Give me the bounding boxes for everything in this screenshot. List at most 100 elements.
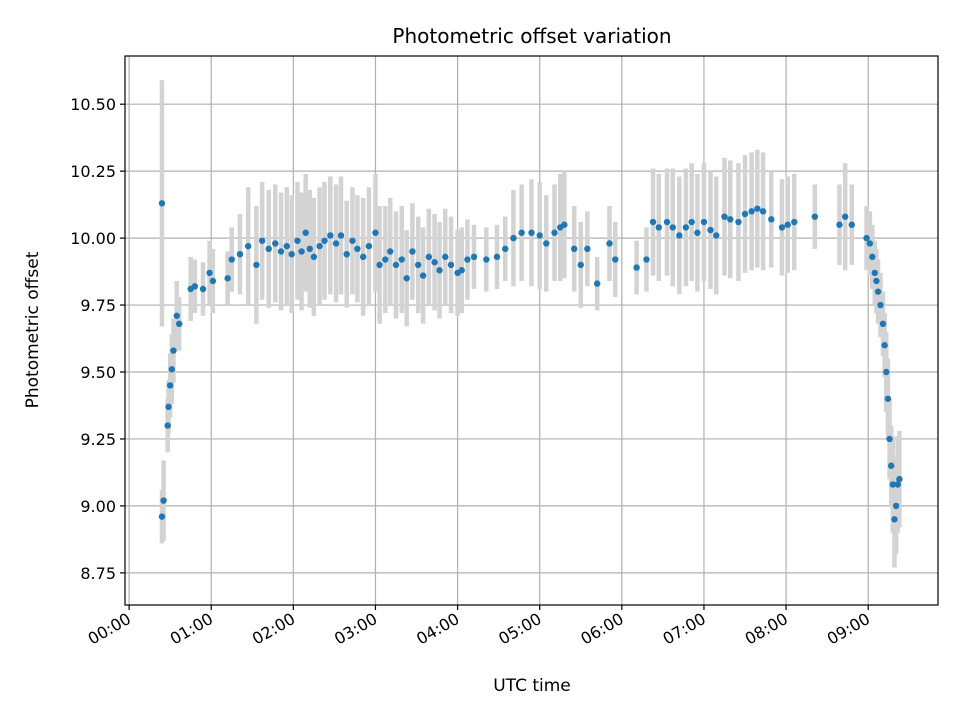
- data-point: [869, 253, 876, 261]
- data-point: [883, 368, 890, 376]
- data-point: [682, 224, 690, 231]
- data-point: [877, 301, 884, 309]
- data-point: [244, 242, 252, 250]
- data-point: [258, 237, 266, 244]
- data-point: [442, 253, 449, 261]
- data-point: [727, 216, 734, 223]
- data-point: [721, 213, 728, 220]
- data-point: [894, 481, 901, 488]
- data-point: [655, 224, 662, 231]
- data-point: [584, 245, 591, 253]
- data-point: [365, 242, 373, 250]
- data-point: [409, 248, 416, 255]
- data-point: [316, 242, 323, 250]
- data-point: [470, 253, 478, 261]
- data-point: [209, 277, 217, 285]
- data-point: [871, 269, 878, 277]
- data-point: [887, 462, 895, 469]
- data-point: [236, 250, 244, 258]
- data-point: [510, 234, 517, 242]
- data-point: [593, 280, 601, 287]
- data-point: [294, 237, 301, 244]
- x-axis-title: UTC time: [493, 676, 571, 696]
- y-tick-label: 10.25: [70, 162, 116, 181]
- data-point: [688, 218, 695, 226]
- y-tick-label: 8.75: [80, 564, 116, 583]
- data-point: [265, 245, 272, 253]
- data-point: [458, 267, 465, 274]
- x-tick-label: 04:00: [413, 609, 462, 649]
- x-tick-label: 08:00: [742, 609, 791, 649]
- data-point: [669, 224, 676, 231]
- data-point: [528, 229, 535, 236]
- data-point: [754, 205, 761, 212]
- x-tick-label: 02:00: [249, 609, 298, 649]
- data-point: [866, 240, 874, 247]
- data-point: [518, 229, 525, 236]
- data-point: [206, 269, 213, 277]
- data-point: [321, 237, 328, 244]
- x-tick-label: 00:00: [85, 609, 134, 649]
- data-point: [768, 216, 775, 223]
- x-tick-label: 01:00: [167, 609, 216, 649]
- data-point: [606, 240, 613, 247]
- x-tick-label: 05:00: [495, 609, 544, 649]
- chart-title: Photometric offset variation: [392, 24, 671, 48]
- data-point: [577, 261, 584, 269]
- data-point: [811, 213, 819, 220]
- data-point: [298, 248, 305, 255]
- data-point: [464, 256, 471, 263]
- y-tick-label: 9.00: [80, 497, 116, 516]
- data-point: [892, 502, 900, 510]
- data-point: [874, 288, 882, 295]
- data-point: [884, 395, 892, 402]
- data-point: [707, 226, 714, 234]
- data-point: [283, 242, 290, 250]
- data-point: [403, 275, 410, 282]
- data-point: [561, 221, 568, 228]
- data-point: [173, 312, 180, 319]
- data-point: [759, 208, 767, 215]
- data-point: [431, 259, 438, 266]
- data-point: [543, 240, 550, 247]
- data-point: [164, 422, 171, 429]
- x-tick-label: 03:00: [331, 609, 380, 649]
- data-point: [228, 256, 235, 263]
- data-point: [277, 248, 285, 255]
- data-point: [436, 267, 443, 274]
- data-point: [337, 232, 345, 239]
- x-tick-label: 06:00: [577, 609, 626, 649]
- y-tick-label: 9.75: [80, 296, 116, 315]
- data-point: [848, 221, 855, 228]
- data-point: [896, 475, 903, 483]
- data-point: [633, 264, 640, 271]
- data-point: [310, 253, 318, 261]
- data-point: [447, 261, 455, 269]
- data-point: [176, 320, 183, 328]
- data-point: [253, 261, 260, 269]
- data-point: [387, 248, 394, 255]
- data-point: [414, 261, 422, 269]
- data-points: [158, 200, 903, 523]
- x-tick-label: 09:00: [824, 609, 873, 649]
- data-point: [343, 250, 350, 258]
- data-point: [191, 283, 199, 290]
- data-point: [571, 245, 578, 253]
- y-tick-label: 9.50: [80, 363, 116, 382]
- data-point: [483, 256, 490, 263]
- data-point: [327, 232, 334, 239]
- data-point: [694, 229, 701, 236]
- x-tick-label: 07:00: [660, 609, 709, 649]
- data-point: [382, 256, 389, 263]
- data-point: [748, 208, 755, 215]
- data-point: [158, 200, 166, 207]
- data-point: [836, 221, 843, 228]
- data-point: [713, 232, 720, 239]
- data-point: [170, 347, 177, 354]
- data-point: [302, 229, 309, 236]
- data-point: [643, 256, 650, 263]
- data-point: [741, 210, 749, 218]
- data-point: [288, 250, 295, 258]
- data-point: [842, 213, 849, 220]
- data-point: [700, 218, 708, 226]
